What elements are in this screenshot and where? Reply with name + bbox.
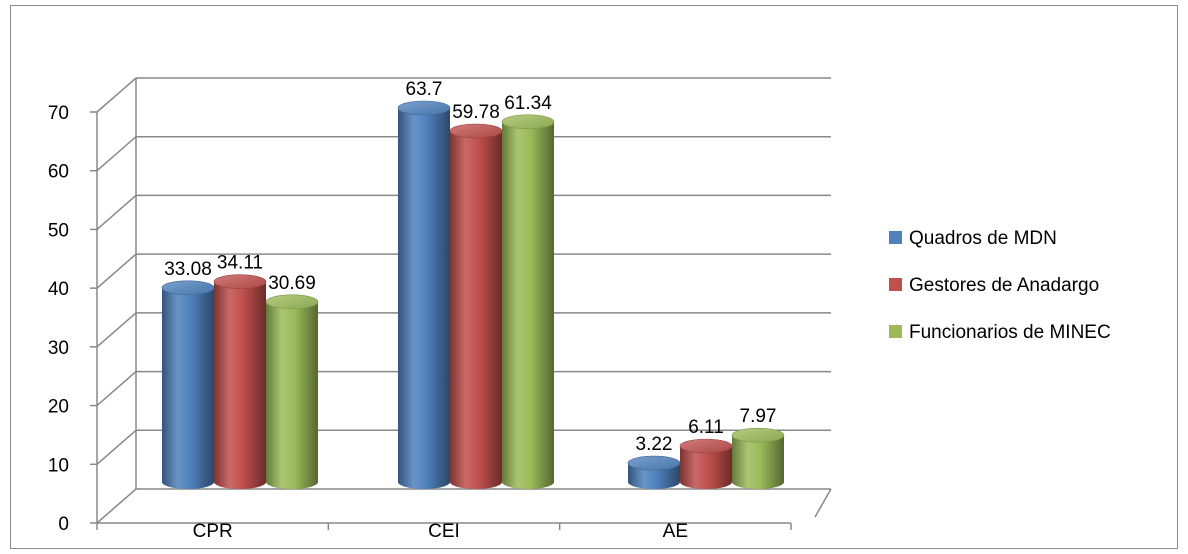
legend-swatch xyxy=(889,278,902,291)
side-gridline xyxy=(96,253,137,289)
bar-CPR-0 xyxy=(161,280,215,489)
bars xyxy=(161,100,785,490)
bar-CPR-2 xyxy=(265,294,319,489)
legend-label: Gestores de Anadargo xyxy=(909,275,1099,296)
legend-item: Funcionarios de MINEC xyxy=(889,322,1111,343)
y-tick-label: 20 xyxy=(48,397,69,418)
side-gridline xyxy=(96,136,137,172)
bar-body xyxy=(502,121,554,490)
y-tick-label: 40 xyxy=(48,279,69,300)
bar-body xyxy=(162,287,214,489)
side-gridline xyxy=(96,312,137,348)
bar-body xyxy=(450,131,502,490)
bar-top xyxy=(449,123,503,139)
data-label: 6.11 xyxy=(688,417,724,438)
bar-AE-1 xyxy=(679,438,733,489)
y-tick-label: 30 xyxy=(48,338,69,359)
legend: Quadros de MDN Gestores de Anadargo Funcio… xyxy=(889,228,1111,343)
bar-top xyxy=(397,100,451,116)
bar-body xyxy=(398,107,450,490)
axes: 0 10 20 30 40 50 60 70 CPR CEI AE xyxy=(48,103,792,542)
y-tick-label: 10 xyxy=(48,455,69,476)
bar-top xyxy=(265,294,319,310)
data-label: 3.22 xyxy=(636,434,673,455)
bar-AE-0 xyxy=(627,455,681,489)
bar-body xyxy=(214,281,266,489)
side-gridline xyxy=(96,77,137,113)
data-label: 63.7 xyxy=(406,79,443,100)
bar-top xyxy=(161,280,215,296)
side-gridline xyxy=(96,429,137,465)
data-label: 34.11 xyxy=(217,253,263,274)
bar-top xyxy=(679,438,733,454)
bar-CPR-1 xyxy=(213,274,267,489)
bar-CEI-0 xyxy=(397,100,451,490)
legend-swatch xyxy=(889,325,902,338)
legend-swatch xyxy=(889,231,902,244)
x-tick-label: CEI xyxy=(428,521,460,542)
legend-item: Quadros de MDN xyxy=(889,228,1057,249)
bar-CEI-1 xyxy=(449,123,503,490)
data-label: 33.08 xyxy=(164,259,212,280)
floor-edge xyxy=(814,488,832,518)
data-label: 61.34 xyxy=(504,93,552,114)
bar-body xyxy=(628,463,680,489)
y-tick-label: 50 xyxy=(48,220,69,241)
data-label: 7.97 xyxy=(740,406,777,427)
bar-top xyxy=(627,455,681,471)
x-tick-label: AE xyxy=(663,521,688,542)
bar-top xyxy=(731,427,785,443)
y-tick-label: 70 xyxy=(48,103,69,124)
chart-frame: 0 10 20 30 40 50 60 70 CPR CEI AE 33.08 34.11 30.69 6… xyxy=(10,5,1178,549)
bar-CEI-2 xyxy=(501,114,555,490)
bar-body xyxy=(680,446,732,489)
data-label: 30.69 xyxy=(268,273,316,294)
y-tick-label: 60 xyxy=(48,162,69,183)
legend-label: Quadros de MDN xyxy=(909,228,1057,249)
side-gridline xyxy=(96,488,137,524)
legend-label: Funcionarios de MINEC xyxy=(909,322,1111,343)
bar-top xyxy=(213,274,267,290)
bar-body xyxy=(732,435,784,489)
x-tick-label: CPR xyxy=(193,521,233,542)
side-gridline xyxy=(96,371,137,407)
bar-AE-2 xyxy=(731,427,785,489)
bar-body xyxy=(266,301,318,489)
y-tick-label: 0 xyxy=(58,514,69,535)
bar-top xyxy=(501,114,555,130)
side-gridline xyxy=(96,194,137,230)
data-label: 59.78 xyxy=(452,102,500,123)
legend-item: Gestores de Anadargo xyxy=(889,275,1099,296)
